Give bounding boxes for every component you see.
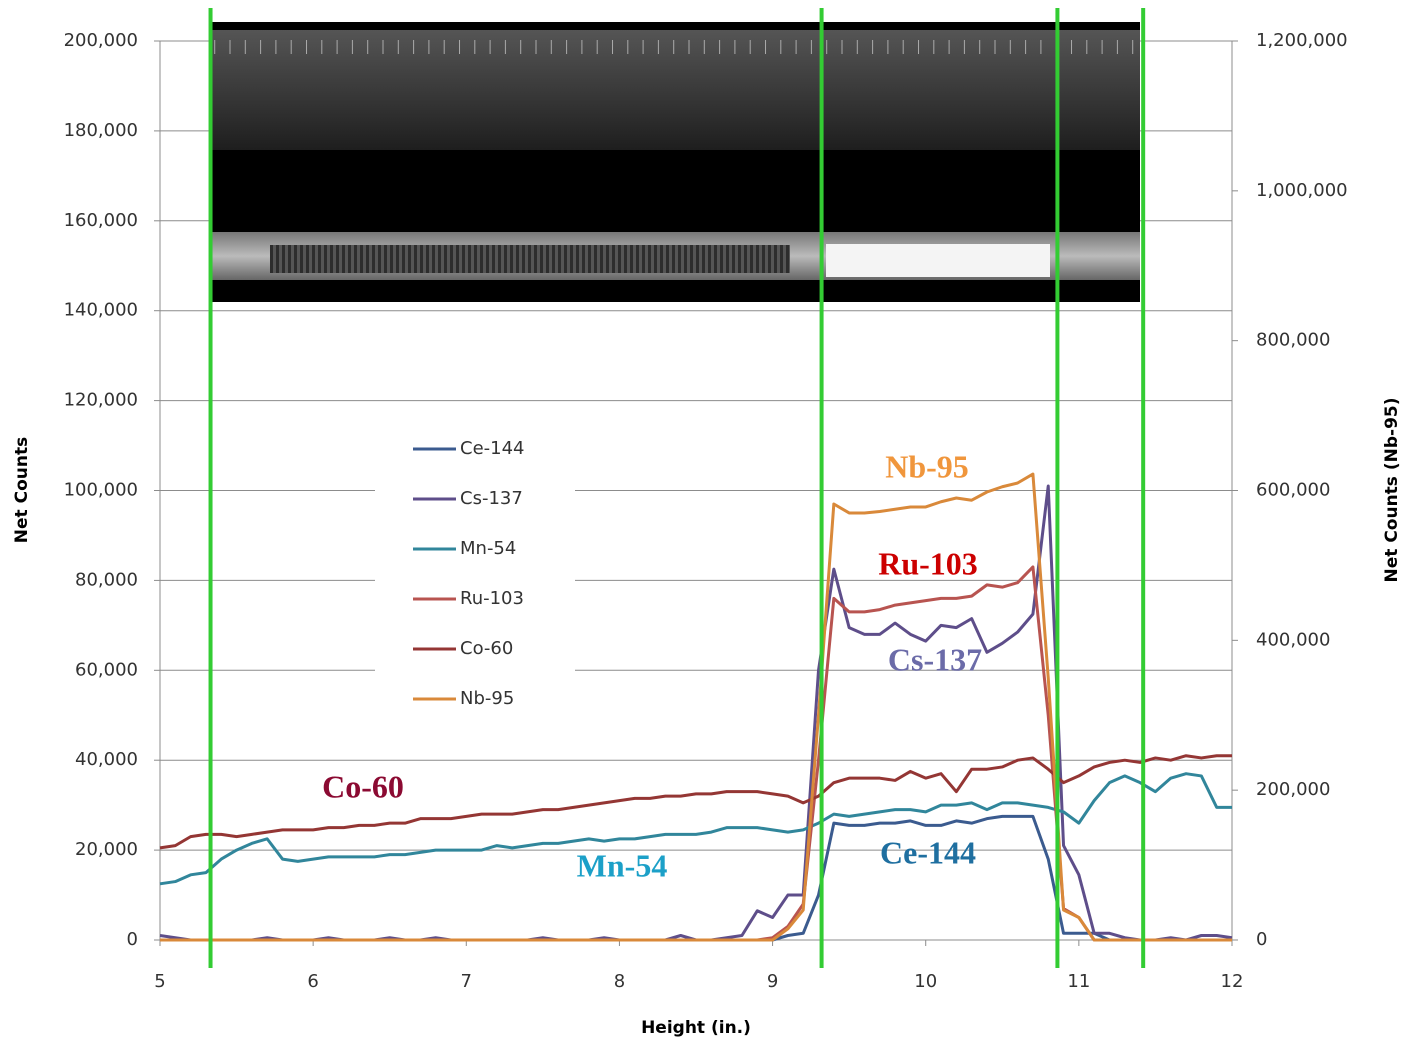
series-line xyxy=(160,565,1232,942)
radiograph xyxy=(212,22,1140,302)
x-tick-label: 11 xyxy=(1067,971,1090,992)
rod-fuel xyxy=(826,244,1050,277)
plot: Nb-95 Ru-103 Cs-137 Co-60 Mn-54 Ce-144 xyxy=(159,8,1233,968)
y-tick-label: 180,000 xyxy=(64,120,138,141)
x-tick-label: 7 xyxy=(461,971,472,992)
series-line xyxy=(159,484,1233,942)
y-tick-label: 120,000 xyxy=(64,390,138,411)
y-tick-label: 200,000 xyxy=(64,30,138,51)
y2-tick-label: 800,000 xyxy=(1256,330,1330,351)
y-tick-label: 0 xyxy=(127,929,138,950)
y-tick-label: 20,000 xyxy=(75,839,138,860)
x-tick-label: 5 xyxy=(154,971,165,992)
y2-tick-label: 1,200,000 xyxy=(1256,30,1348,51)
y2-tick-label: 400,000 xyxy=(1256,629,1330,650)
y-axis-label: Net Counts xyxy=(12,437,32,543)
grid: 0 20,000 40,000 60,000 80,000 100,000 120,000 1… xyxy=(64,30,1348,992)
legend-label: Ru-103 xyxy=(460,588,524,609)
y-tick-label: 100,000 xyxy=(64,480,138,501)
x-tick-label: 6 xyxy=(307,971,318,992)
annotation: Co-60 xyxy=(322,768,404,804)
y-tick-label: 160,000 xyxy=(64,210,138,231)
y2-axis-label: Net Counts (Nb-95) xyxy=(1382,398,1402,583)
y-tick-label: 80,000 xyxy=(75,569,138,590)
rod-spring xyxy=(270,245,790,273)
x-tick-label: 9 xyxy=(767,971,778,992)
annotation: Ce-144 xyxy=(880,834,976,870)
legend-label: Co-60 xyxy=(460,638,513,659)
y2-tick-label: 200,000 xyxy=(1256,779,1330,800)
legend-label: Nb-95 xyxy=(460,688,514,709)
legend-label: Ce-144 xyxy=(460,438,525,459)
y2-tick-label: 1,000,000 xyxy=(1256,180,1348,201)
y-tick-label: 140,000 xyxy=(64,300,138,321)
y2-tick-label: 0 xyxy=(1256,929,1267,950)
annotation: Cs-137 xyxy=(888,641,982,677)
ruler-ticks xyxy=(212,38,1140,54)
x-tick-label: 12 xyxy=(1221,971,1244,992)
y-tick-label: 60,000 xyxy=(75,659,138,680)
legend: Ce-144 Cs-137 Mn-54 Ru-103 Co-60 Nb-95 xyxy=(413,438,525,709)
legend-label: Mn-54 xyxy=(460,538,516,559)
annotation: Nb-95 xyxy=(885,448,969,484)
legend-box xyxy=(375,425,575,720)
legend-label: Cs-137 xyxy=(460,488,523,509)
y-tick-label: 40,000 xyxy=(75,749,138,770)
y2-tick-label: 600,000 xyxy=(1256,480,1330,501)
series-line xyxy=(160,472,1232,942)
x-tick-label: 8 xyxy=(614,971,625,992)
x-axis-label: Height (in.) xyxy=(641,1018,751,1038)
annotation: Mn-54 xyxy=(577,847,668,883)
x-tick-label: 10 xyxy=(914,971,937,992)
series-line xyxy=(159,772,1232,886)
annotation: Ru-103 xyxy=(878,545,978,581)
